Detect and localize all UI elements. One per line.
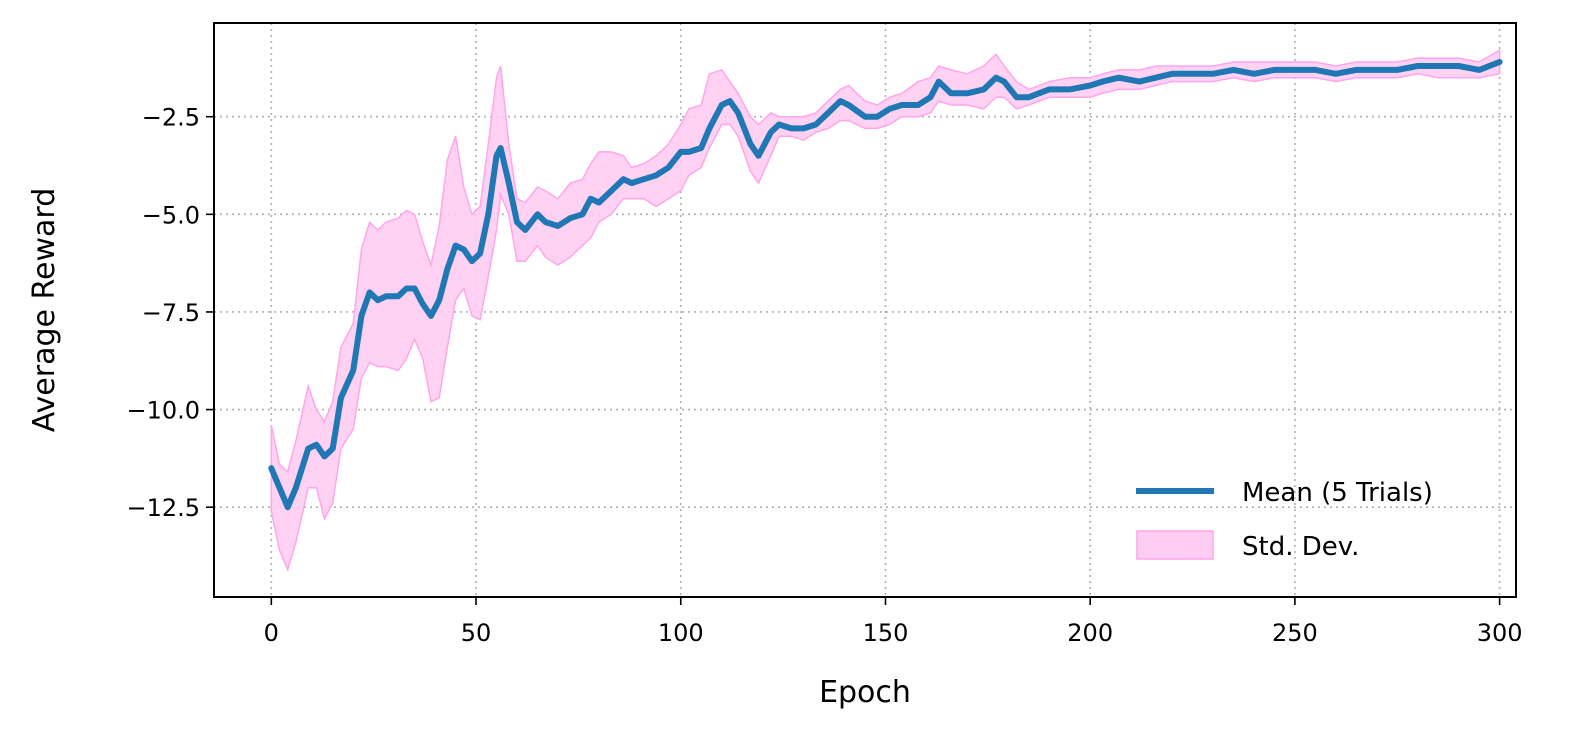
mean-line-layer xyxy=(268,59,1503,511)
legend-swatch-std-dev xyxy=(1136,530,1214,560)
mean-line xyxy=(268,59,1503,511)
y-tick-label-4: −2.5 xyxy=(142,104,200,132)
y-tick-label-3: −5.0 xyxy=(142,201,200,229)
x-tick-label-1: 50 xyxy=(461,619,492,647)
x-axis-ticks: 0 50 100 150 200 250 300 xyxy=(264,597,1523,647)
legend: Mean (5 Trials) Std. Dev. xyxy=(1136,478,1433,562)
y-axis-ticks: −12.5 −10.0 −7.5 −5.0 −2.5 xyxy=(126,104,214,522)
x-tick-label-6: 300 xyxy=(1477,619,1523,647)
x-tick-label-0: 0 xyxy=(264,619,279,647)
y-tick-label-2: −7.5 xyxy=(142,299,200,327)
std-dev-band xyxy=(270,49,1501,572)
y-axis-label: Average Reward xyxy=(27,188,62,432)
x-tick-label-5: 250 xyxy=(1272,619,1318,647)
legend-label-mean: Mean (5 Trials) xyxy=(1242,478,1433,508)
x-axis-label: Epoch xyxy=(819,675,911,710)
y-tick-label-0: −12.5 xyxy=(126,494,200,522)
x-tick-label-2: 100 xyxy=(658,619,704,647)
plot-frame xyxy=(213,22,1517,598)
x-tick-label-4: 200 xyxy=(1067,619,1113,647)
std-dev-band-layer xyxy=(270,49,1501,572)
legend-label-std-dev: Std. Dev. xyxy=(1242,532,1359,562)
y-tick-label-1: −10.0 xyxy=(126,397,200,425)
x-tick-label-3: 150 xyxy=(863,619,909,647)
